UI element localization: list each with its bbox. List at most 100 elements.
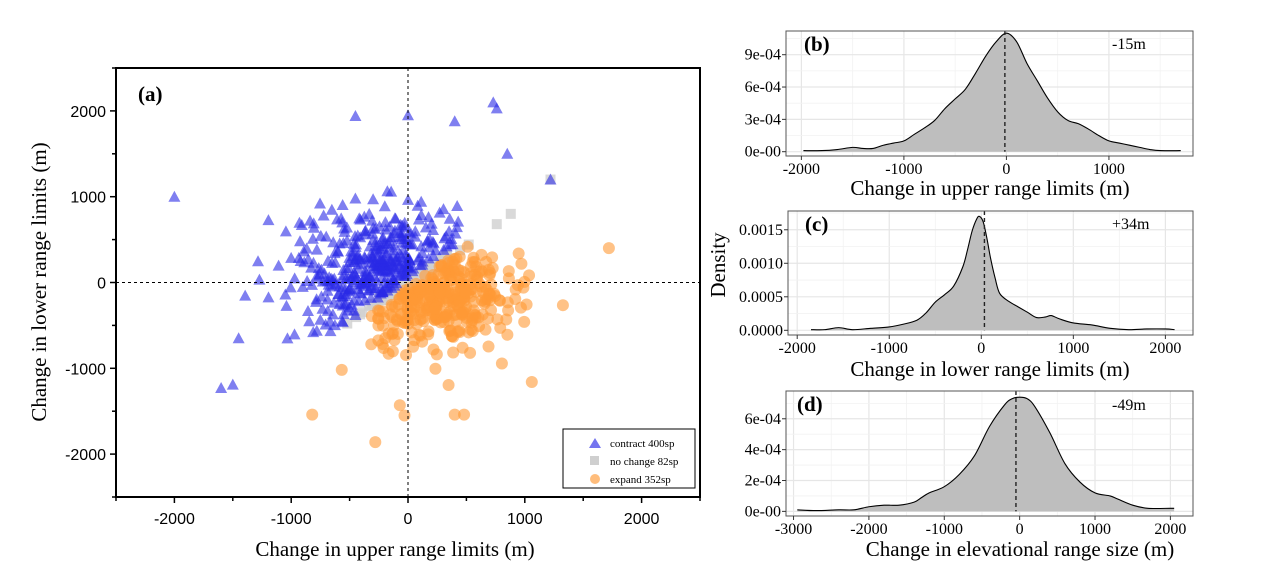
contract-point xyxy=(342,262,355,274)
contract-point xyxy=(433,206,446,218)
contract-point xyxy=(427,250,440,262)
y-tick-label: 4e-04 xyxy=(745,442,781,459)
contract-point xyxy=(294,235,307,247)
contract-point xyxy=(321,293,334,305)
no-change-point xyxy=(491,219,502,230)
y-tick-label: 0.0000 xyxy=(739,322,783,339)
expand-point xyxy=(407,340,420,353)
legend-label-no-change: no change 82sp xyxy=(610,456,679,468)
panel-d-median-annotation: -49m xyxy=(1112,397,1146,414)
expand-point xyxy=(482,340,495,353)
panel-frame xyxy=(785,30,1194,157)
expand-point xyxy=(405,307,418,320)
x-tick-label: -1000 xyxy=(926,521,963,538)
contract-point xyxy=(285,251,298,263)
contract-point xyxy=(346,250,359,262)
panel-a-y-ticks: -2000 -1000 0 1000 2000 xyxy=(65,67,116,498)
x-tick-label: 1000 xyxy=(507,511,543,528)
x-tick-label: 1000 xyxy=(1093,161,1125,178)
contract-point xyxy=(272,259,285,271)
y-tick-label: 1000 xyxy=(70,190,106,207)
panel-a-label: (a) xyxy=(138,82,163,106)
expand-point xyxy=(428,302,441,315)
y-tick-label: 6e-04 xyxy=(745,79,781,96)
panel-d-density: -3000 -2000 -1000 0 1000 2000 0e-00 2e-04 4e-04 6… xyxy=(745,390,1194,538)
y-tick-label: 0 xyxy=(97,276,106,293)
contract-point xyxy=(378,200,391,212)
contract-point xyxy=(262,291,275,303)
expand-point xyxy=(465,323,478,336)
contract-point xyxy=(402,109,414,121)
expand-point xyxy=(382,347,395,360)
contract-point xyxy=(288,328,301,340)
contract-point xyxy=(387,273,400,285)
legend-label-expand: expand 352sp xyxy=(610,474,671,486)
contract-point xyxy=(314,197,327,209)
contract-point xyxy=(419,221,432,233)
contract-point xyxy=(346,276,359,288)
contract-point xyxy=(324,325,337,337)
contract-point xyxy=(377,238,390,250)
expand-point xyxy=(459,286,472,299)
contract-point xyxy=(310,243,323,255)
y-tick-label: 2e-04 xyxy=(745,473,781,490)
contract-point xyxy=(280,299,293,311)
contract-point xyxy=(340,221,353,233)
contract-point xyxy=(339,273,352,285)
contract-point xyxy=(425,217,438,229)
panel-c-density: -2000 -1000 0 1000 2000 0.0000 0.0005 0.0010 0.0… xyxy=(739,210,1194,357)
contract-point xyxy=(239,289,252,301)
contract-point xyxy=(359,228,372,240)
expand-point xyxy=(509,283,522,296)
no-change-point xyxy=(505,208,516,219)
expand-point xyxy=(448,408,461,421)
contract-point xyxy=(310,293,323,305)
contract-point xyxy=(385,185,398,197)
expand-point xyxy=(377,305,390,318)
contract-point xyxy=(303,315,316,327)
expand-point xyxy=(306,408,319,421)
expand-point xyxy=(455,307,468,320)
expand-point xyxy=(467,295,480,308)
x-tick-label: 0 xyxy=(977,340,985,357)
contract-point xyxy=(387,244,400,256)
panel-a-y-axis-title: Change in lower range limits (m) xyxy=(27,142,51,421)
contract-point xyxy=(262,214,275,226)
panel-a-x-axis-title: Change in upper range limits (m) xyxy=(255,537,534,561)
contract-point xyxy=(288,272,301,284)
contract-point xyxy=(308,221,321,233)
expand-point xyxy=(419,269,432,282)
contract-point xyxy=(252,255,265,267)
y-tick-label: -2000 xyxy=(65,447,106,464)
contract-point xyxy=(358,250,371,262)
contract-point xyxy=(416,255,429,267)
contract-point xyxy=(544,173,557,185)
contract-point xyxy=(346,284,359,296)
expand-point xyxy=(523,269,536,282)
panel-a-x-ticks: -2000 -1000 0 1000 2000 xyxy=(115,497,701,528)
contract-point xyxy=(300,242,313,254)
contract-point xyxy=(358,210,371,222)
contract-point xyxy=(385,281,398,293)
panel-d-x-axis-title: Change in elevational range size (m) xyxy=(866,537,1174,561)
contract-point xyxy=(347,237,360,249)
panel-b-x-axis-title: Change in upper range limits (m) xyxy=(850,176,1129,200)
contract-point xyxy=(349,308,362,320)
contract-point xyxy=(333,280,346,292)
expand-point xyxy=(484,267,497,280)
contract-point xyxy=(168,190,181,202)
contract-point xyxy=(314,229,327,241)
contract-point xyxy=(376,263,389,275)
expand-point xyxy=(448,259,461,272)
density-area xyxy=(811,216,1175,331)
panel-frame xyxy=(785,390,1194,517)
x-tick-label: 1000 xyxy=(1079,521,1111,538)
legend-box xyxy=(562,428,696,489)
contract-point xyxy=(411,199,424,211)
panel-b-label: (b) xyxy=(804,32,830,56)
expand-point xyxy=(502,272,515,285)
expand-point xyxy=(424,279,437,292)
contract-point xyxy=(324,315,337,327)
contract-point xyxy=(427,224,440,236)
